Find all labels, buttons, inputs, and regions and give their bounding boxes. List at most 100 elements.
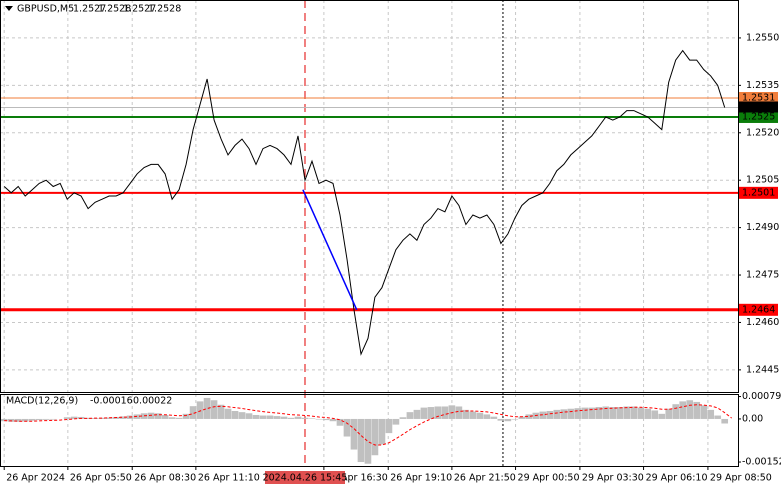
- histogram-bar: [693, 401, 701, 419]
- histogram-bar: [119, 416, 127, 419]
- histogram-bar: [616, 407, 624, 419]
- histogram-bar: [427, 407, 435, 419]
- histogram-bar: [98, 417, 106, 419]
- y-tick-label: 1.2505: [746, 175, 779, 186]
- histogram-bar: [147, 412, 155, 419]
- histogram-bar: [182, 413, 190, 419]
- histogram-bar: [714, 415, 722, 419]
- histogram-bar: [70, 416, 78, 419]
- histogram-bar: [231, 411, 239, 419]
- histogram-bar: [672, 404, 680, 419]
- histogram-bar: [266, 415, 274, 419]
- histogram-bar: [511, 418, 519, 420]
- histogram-bar: [476, 412, 484, 419]
- price-line: [3, 49, 726, 356]
- histogram-bar: [336, 418, 344, 426]
- histogram-bar: [21, 418, 29, 422]
- histogram-bar: [329, 418, 337, 422]
- histogram-bar: [322, 418, 330, 421]
- signal-value: 0.00022: [133, 396, 172, 407]
- histogram-bar: [700, 405, 708, 419]
- y-tick-label: 1.2550: [746, 32, 779, 43]
- histogram-bar: [287, 417, 295, 419]
- x-tick-label: 26 Apr 19:10: [390, 473, 452, 484]
- histogram-bar: [168, 417, 176, 419]
- histogram-bar: [462, 409, 470, 419]
- histogram-bar: [273, 416, 281, 419]
- plot-frame: [0, 0, 739, 393]
- histogram-bar: [385, 418, 393, 434]
- histogram-bar: [0, 418, 8, 422]
- histogram-bar: [35, 418, 43, 421]
- x-tick-label: 26 Apr 21:50: [454, 473, 516, 484]
- histogram-bar: [294, 416, 302, 419]
- ohlc-value: 1.2527: [73, 4, 106, 15]
- x-tick-label: 26 Apr 16:30: [326, 473, 388, 484]
- y-tick-label: -0.00152: [742, 457, 781, 468]
- crosshair-label-bg: [264, 471, 345, 484]
- current-price-bg: [739, 101, 778, 113]
- histogram-bar: [252, 414, 260, 419]
- y-tick-label: 1.2535: [746, 80, 779, 91]
- histogram-bar: [658, 413, 666, 419]
- histogram-bar: [539, 411, 547, 419]
- histogram-bar: [441, 406, 449, 419]
- ohlc-value: 1.2528: [98, 4, 131, 15]
- y-tick-label: 1.2475: [746, 270, 779, 281]
- histogram-bar: [84, 417, 92, 419]
- histogram-bar: [469, 411, 477, 419]
- menu-icon[interactable]: [5, 6, 13, 11]
- crosshair-label: 2024.04.26 15:45: [263, 473, 348, 484]
- histogram-bar: [630, 406, 638, 419]
- histogram-bar: [63, 417, 71, 419]
- histogram-bar: [399, 417, 407, 419]
- ohlc-value: 1.2527: [123, 4, 156, 15]
- histogram-bar: [420, 407, 428, 419]
- x-tick-label: 29 Apr 00:50: [518, 473, 580, 484]
- x-tick-label: 29 Apr 08:50: [710, 473, 772, 484]
- histogram-bar: [196, 401, 204, 419]
- histogram-bar: [238, 412, 246, 419]
- histogram-bar: [7, 418, 15, 422]
- histogram-bar: [686, 400, 694, 419]
- histogram-bar: [315, 418, 323, 420]
- level-label: 1.2525: [742, 111, 775, 122]
- histogram-bar: [574, 408, 582, 419]
- histogram-bar: [679, 401, 687, 419]
- histogram-bar: [595, 407, 603, 419]
- histogram-bar: [357, 418, 365, 463]
- histogram-bar: [406, 412, 414, 419]
- x-tick-label: 29 Apr 03:30: [582, 473, 644, 484]
- level-label: 1.2531: [742, 93, 775, 104]
- histogram-bar: [651, 410, 659, 419]
- histogram-bar: [175, 417, 183, 419]
- level-label: 1.2501: [742, 187, 775, 198]
- level-label-bg: [739, 110, 778, 123]
- symbol: GBPUSD,M5: [17, 4, 74, 15]
- histogram-bar: [413, 409, 421, 419]
- histogram-bar: [553, 409, 561, 419]
- y-tick-label: 1.2490: [746, 222, 779, 233]
- histogram-bar: [371, 418, 379, 456]
- histogram-bar: [154, 413, 162, 419]
- histogram-bar: [350, 418, 358, 450]
- histogram-bar: [161, 414, 169, 419]
- histogram-bar: [567, 408, 575, 419]
- histogram-bar: [392, 418, 400, 425]
- macd-frame: [0, 394, 739, 467]
- histogram-bar: [707, 409, 715, 419]
- histogram-bar: [343, 418, 351, 437]
- histogram-bar: [364, 418, 372, 464]
- level-label-bg: [739, 186, 778, 199]
- histogram-bar: [665, 408, 673, 419]
- histogram-bar: [637, 407, 645, 419]
- plot: [0, 0, 738, 466]
- macd-title: MACD(12,26,9): [6, 396, 78, 407]
- histogram-bar: [378, 418, 386, 445]
- y-tick-label: 1.2520: [746, 127, 779, 138]
- histogram-bar: [308, 418, 316, 419]
- trendline: [302, 189, 358, 311]
- x-tick-label: 26 Apr 08:30: [134, 473, 196, 484]
- histogram-bar: [588, 407, 596, 419]
